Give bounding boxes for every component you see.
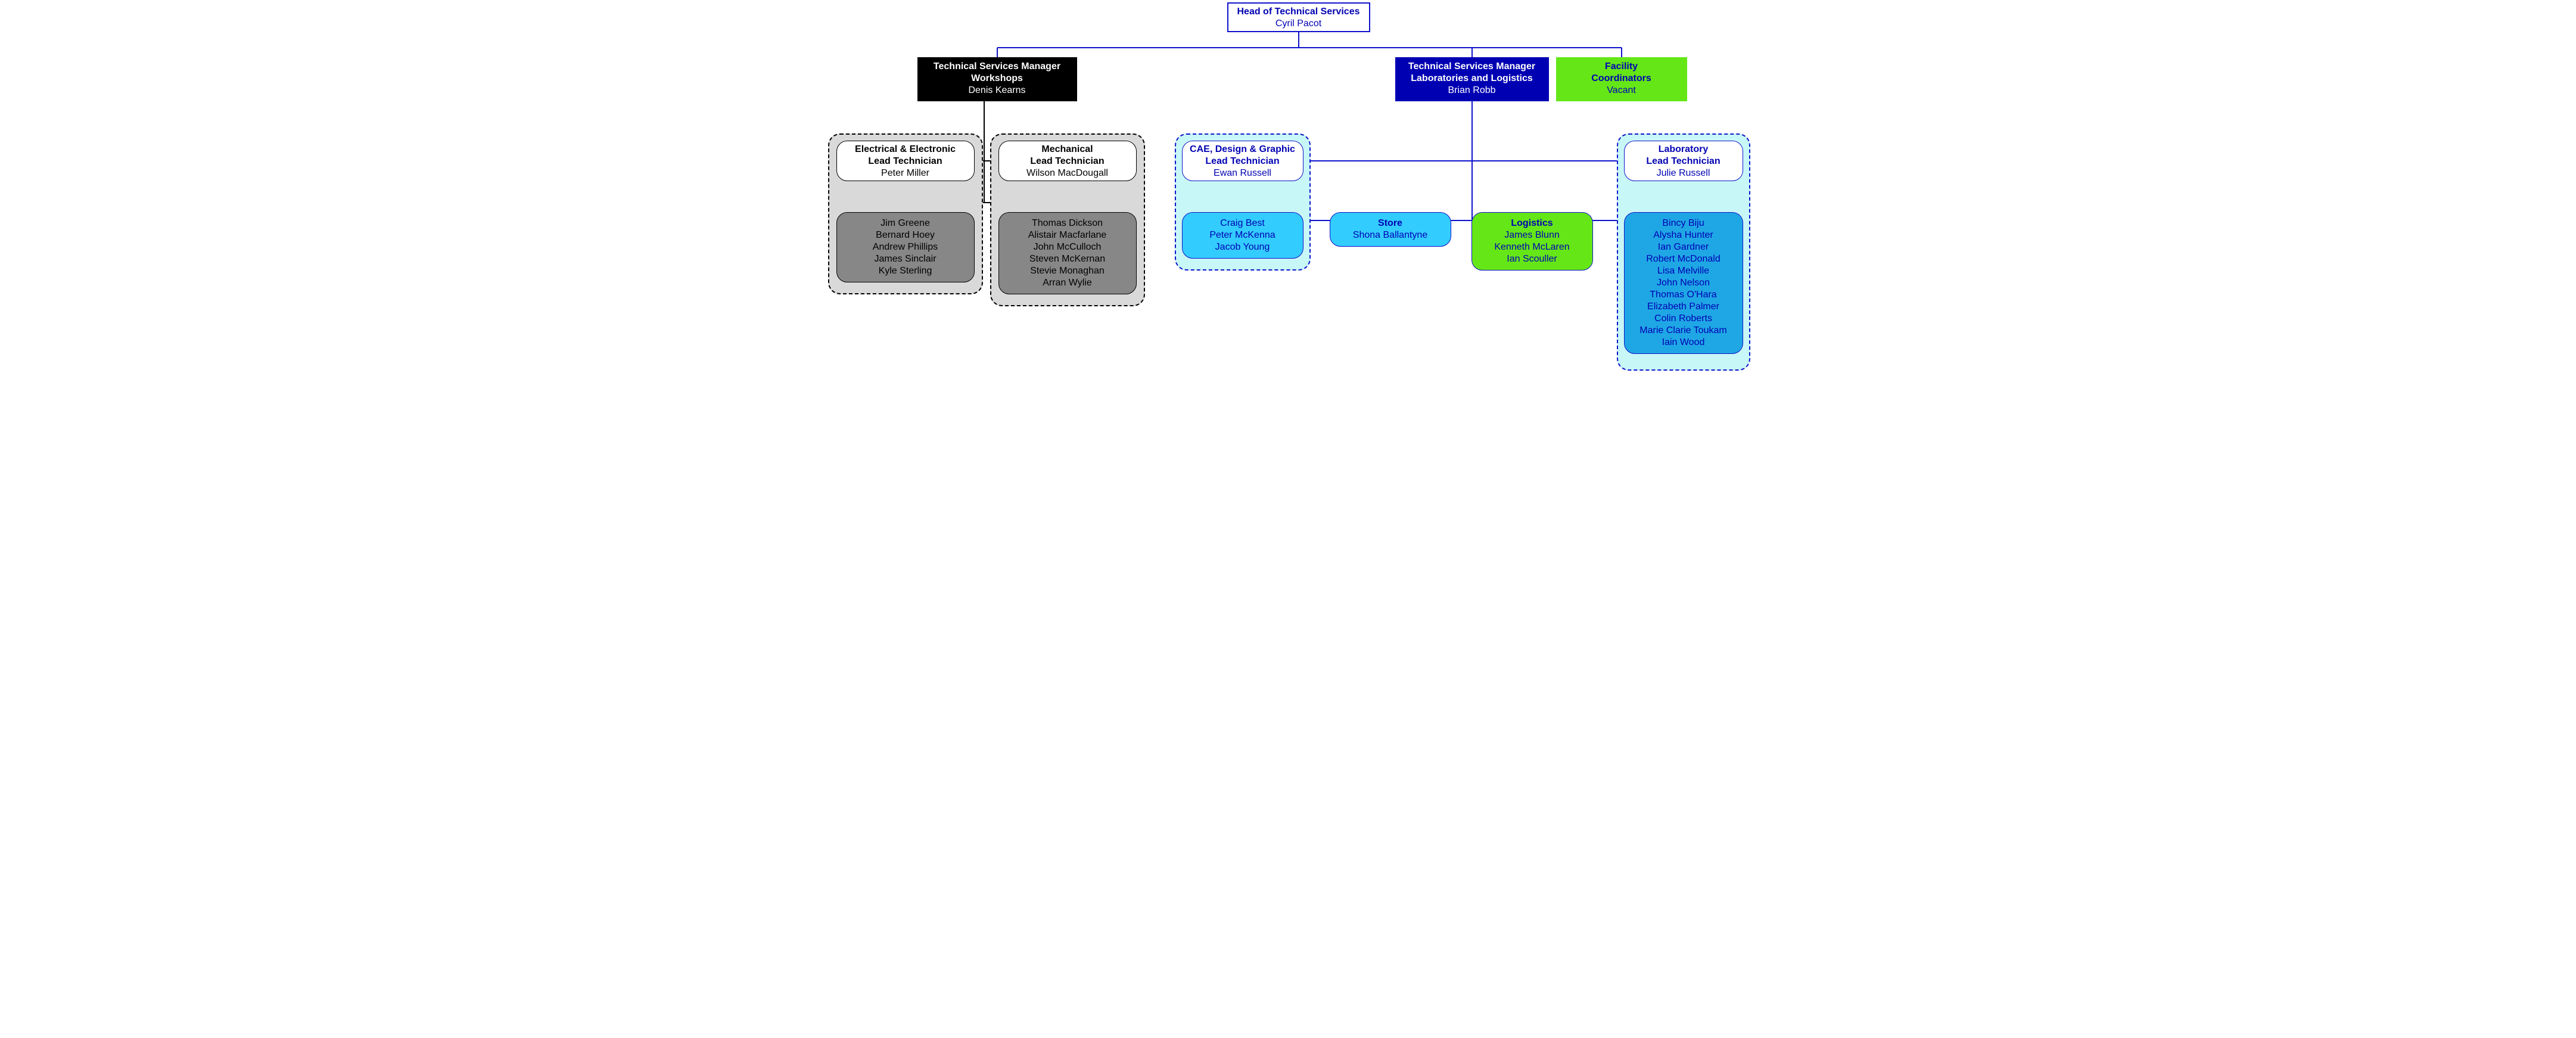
team-member: James Sinclair [837,253,974,265]
cae-team: Craig BestPeter McKennaJacob Young [1182,212,1303,259]
team-member: Iain Wood [1625,337,1743,349]
head-person: Cyril Pacot [1228,18,1369,30]
team-member: Ian Gardner [1625,241,1743,253]
store-team: Store Shona Ballantyne [1330,212,1451,247]
logistics-title: Logistics [1472,217,1592,229]
head-of-technical-services: Head of Technical Services Cyril Pacot [1227,2,1370,32]
team-member: Steven McKernan [999,253,1136,265]
team-member: Alysha Hunter [1625,229,1743,241]
elec-lead-title2: Lead Technician [837,156,974,167]
team-member: Bincy Biju [1625,217,1743,229]
cae-lead-title1: CAE, Design & Graphic [1183,144,1303,156]
workshops-title1: Technical Services Manager [917,61,1077,73]
cae-lead-person: Ewan Russell [1183,167,1303,179]
facility-title1: Facility [1556,61,1687,73]
team-member: Peter McKenna [1183,229,1303,241]
team-member: Elizabeth Palmer [1625,301,1743,313]
lab-lead-title1: Laboratory [1625,144,1743,156]
elec-lead-person: Peter Miller [837,167,974,179]
team-member: Ian Scouller [1472,253,1592,265]
lab-team: Bincy BijuAlysha HunterIan GardnerRobert… [1624,212,1743,354]
team-member: Shona Ballantyne [1330,229,1451,241]
team-member: Alistair Macfarlane [999,229,1136,241]
workshops-title2: Workshops [917,73,1077,85]
team-member: Lisa Melville [1625,265,1743,277]
team-member: Jim Greene [837,217,974,229]
labs-title1: Technical Services Manager [1395,61,1549,73]
mechanical-team: Thomas DicksonAlistair MacfarlaneJohn Mc… [998,212,1137,294]
team-member: Kyle Sterling [837,265,974,277]
cae-lead: CAE, Design & Graphic Lead Technician Ew… [1182,141,1303,181]
labs-manager: Technical Services Manager Laboratories … [1395,57,1549,101]
team-member: John McCulloch [999,241,1136,253]
mech-lead-title1: Mechanical [999,144,1136,156]
team-member: Kenneth McLaren [1472,241,1592,253]
team-member: Bernard Hoey [837,229,974,241]
team-member: Robert McDonald [1625,253,1743,265]
team-member: Colin Roberts [1625,313,1743,325]
mechanical-lead: Mechanical Lead Technician Wilson MacDou… [998,141,1137,181]
lab-lead-person: Julie Russell [1625,167,1743,179]
team-member: Andrew Phillips [837,241,974,253]
facility-title2: Coordinators [1556,73,1687,85]
elec-lead-title1: Electrical & Electronic [837,144,974,156]
facility-status: Vacant [1556,85,1687,97]
store-title: Store [1330,217,1451,229]
org-chart: Head of Technical Services Cyril Pacot T… [822,0,1754,377]
electrical-team: Jim GreeneBernard HoeyAndrew PhillipsJam… [836,212,975,282]
head-title: Head of Technical Services [1228,6,1369,18]
team-member: John Nelson [1625,277,1743,289]
team-member: Stevie Monaghan [999,265,1136,277]
labs-person: Brian Robb [1395,85,1549,97]
team-member: Marie Clarie Toukam [1625,325,1743,337]
lab-lead-title2: Lead Technician [1625,156,1743,167]
team-member: Jacob Young [1183,241,1303,253]
logistics-team: Logistics James BlunnKenneth McLarenIan … [1471,212,1593,271]
lab-lead: Laboratory Lead Technician Julie Russell [1624,141,1743,181]
electrical-lead: Electrical & Electronic Lead Technician … [836,141,975,181]
team-member: Thomas O'Hara [1625,289,1743,301]
cae-lead-title2: Lead Technician [1183,156,1303,167]
team-member: Thomas Dickson [999,217,1136,229]
mech-lead-person: Wilson MacDougall [999,167,1136,179]
team-member: Craig Best [1183,217,1303,229]
team-member: Arran Wylie [999,277,1136,289]
workshops-person: Denis Kearns [917,85,1077,97]
labs-title2: Laboratories and Logistics [1395,73,1549,85]
facility-coordinators: Facility Coordinators Vacant [1556,57,1687,101]
workshops-manager: Technical Services Manager Workshops Den… [917,57,1077,101]
team-member: James Blunn [1472,229,1592,241]
mech-lead-title2: Lead Technician [999,156,1136,167]
